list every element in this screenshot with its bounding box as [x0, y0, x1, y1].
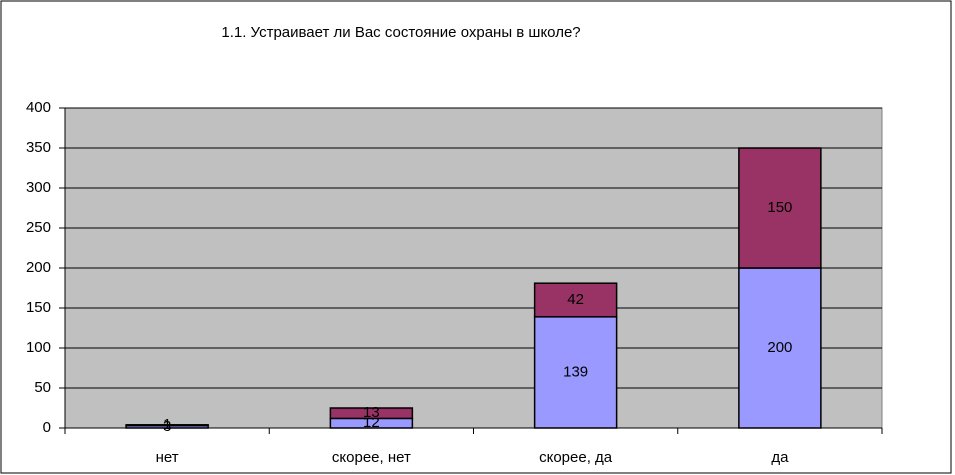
bar-segment	[125, 424, 209, 427]
y-tick-label: 50	[34, 379, 51, 396]
bar-segment	[533, 316, 618, 429]
data-label: 200	[767, 339, 792, 356]
x-tick-label: нет	[156, 449, 179, 466]
bar-segment	[738, 147, 822, 269]
x-tick-label: скорее, да	[539, 449, 613, 466]
data-label: 139	[563, 363, 588, 380]
y-tick-label: 400	[26, 99, 51, 116]
bar-segment	[329, 407, 414, 420]
data-label: 150	[767, 199, 792, 216]
y-tick-label: 100	[26, 339, 51, 356]
chart-title: 1.1. Устраивает ли Вас состояние охраны …	[221, 24, 580, 41]
y-tick-label: 200	[26, 259, 51, 276]
x-tick-label: да	[771, 449, 789, 466]
data-label: 42	[567, 291, 584, 308]
x-tick-label: скорее, нет	[332, 449, 411, 466]
bar-segment	[533, 282, 618, 318]
y-tick-label: 250	[26, 219, 51, 236]
y-tick-label: 0	[43, 419, 51, 436]
y-tick-label: 350	[26, 139, 51, 156]
y-tick-label: 150	[26, 299, 51, 316]
data-label: 1	[163, 416, 171, 433]
data-label: 13	[363, 404, 380, 421]
y-tick-label: 300	[26, 179, 51, 196]
bar-segment	[738, 267, 822, 429]
